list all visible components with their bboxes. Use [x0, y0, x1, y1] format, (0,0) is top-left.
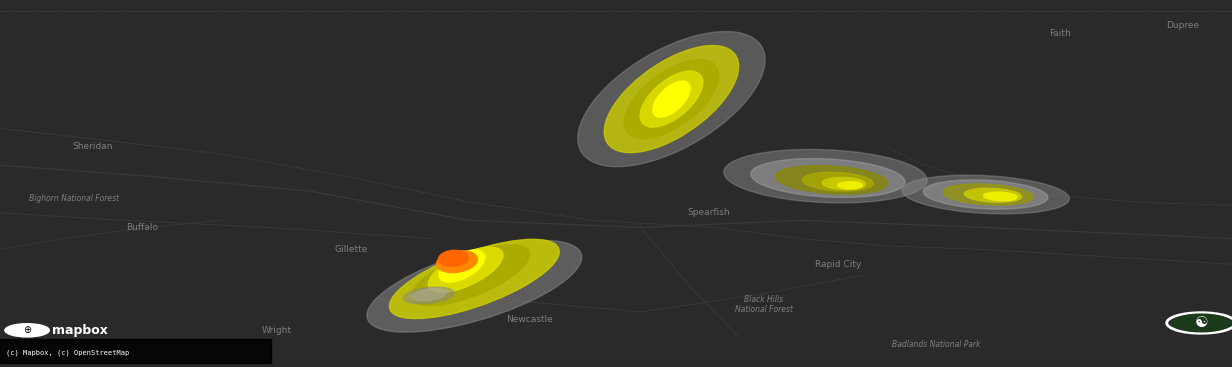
Ellipse shape — [838, 182, 862, 189]
Ellipse shape — [775, 166, 888, 194]
Ellipse shape — [439, 250, 485, 282]
Ellipse shape — [983, 192, 1018, 200]
Circle shape — [5, 324, 49, 337]
Ellipse shape — [965, 188, 1021, 202]
Ellipse shape — [389, 239, 559, 319]
Text: Gillette: Gillette — [334, 245, 368, 254]
Text: Wright: Wright — [262, 326, 292, 335]
Ellipse shape — [923, 180, 1048, 209]
Text: Black Hills
National Forest: Black Hills National Forest — [734, 295, 793, 314]
Text: Spearfish: Spearfish — [687, 208, 729, 217]
Ellipse shape — [411, 289, 446, 301]
Text: (c) Mapbox, (c) OpenStreetMap: (c) Mapbox, (c) OpenStreetMap — [6, 349, 129, 356]
Ellipse shape — [604, 46, 739, 153]
Text: mapbox: mapbox — [52, 324, 108, 337]
Text: ⊕: ⊕ — [23, 325, 31, 335]
Ellipse shape — [403, 287, 455, 304]
FancyBboxPatch shape — [0, 339, 271, 363]
Text: Faith: Faith — [1048, 29, 1071, 37]
Ellipse shape — [436, 251, 478, 273]
Ellipse shape — [653, 81, 690, 117]
Text: Badlands National Park: Badlands National Park — [892, 341, 981, 349]
Text: Bighorn National Forest: Bighorn National Forest — [28, 194, 120, 203]
Ellipse shape — [367, 240, 582, 332]
Ellipse shape — [942, 184, 1034, 205]
Text: Rapid City: Rapid City — [814, 260, 861, 269]
Ellipse shape — [822, 178, 866, 189]
Ellipse shape — [578, 32, 765, 167]
Text: Buffalo: Buffalo — [126, 223, 158, 232]
Text: Sheridan: Sheridan — [73, 142, 112, 151]
Text: Dupree: Dupree — [1167, 21, 1199, 30]
Ellipse shape — [625, 60, 718, 138]
Ellipse shape — [802, 172, 873, 191]
Ellipse shape — [429, 247, 503, 292]
Ellipse shape — [723, 149, 928, 203]
Ellipse shape — [750, 159, 906, 197]
Ellipse shape — [641, 71, 702, 127]
Circle shape — [1172, 314, 1231, 332]
Text: Newcastle: Newcastle — [506, 315, 553, 324]
Ellipse shape — [411, 245, 530, 306]
Ellipse shape — [902, 175, 1069, 214]
Text: ☯: ☯ — [1194, 316, 1209, 330]
Ellipse shape — [439, 250, 468, 266]
